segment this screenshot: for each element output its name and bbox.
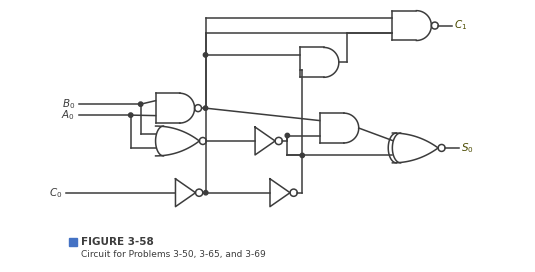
Circle shape (203, 106, 208, 110)
Text: $S_0$: $S_0$ (461, 141, 473, 155)
Circle shape (128, 113, 133, 117)
Bar (69, 239, 77, 246)
Text: $A_0$: $A_0$ (61, 108, 75, 122)
Circle shape (203, 53, 208, 57)
Circle shape (139, 102, 143, 106)
Text: $C_0$: $C_0$ (49, 186, 62, 200)
Text: FIGURE 3-58: FIGURE 3-58 (81, 237, 154, 248)
Circle shape (285, 133, 289, 138)
Circle shape (204, 190, 208, 195)
Text: $C_1$: $C_1$ (454, 19, 468, 32)
Circle shape (300, 153, 304, 157)
Text: Circuit for Problems 3-50, 3-65, and 3-69: Circuit for Problems 3-50, 3-65, and 3-6… (81, 250, 266, 259)
Text: $B_0$: $B_0$ (62, 97, 75, 111)
